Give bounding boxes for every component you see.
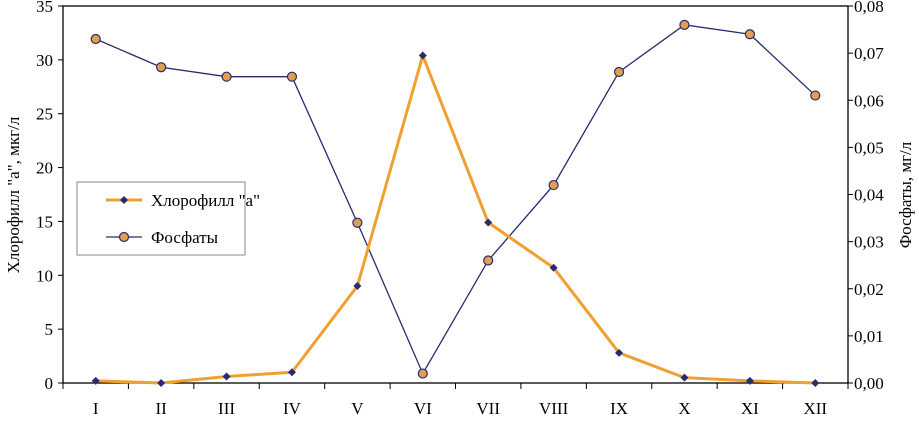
- data-point-0: [287, 368, 296, 377]
- x-tick-label: VI: [414, 399, 432, 418]
- data-point-0: [91, 376, 100, 385]
- y-right-axis-label: Фосфаты, мг/л: [896, 141, 915, 248]
- data-point-1: [744, 29, 755, 40]
- x-tick-label: II: [155, 399, 167, 418]
- right-tick-label: 0,07: [854, 44, 884, 63]
- data-point-0: [484, 218, 493, 227]
- y-left-axis-label: Хлорофилл "а", мкг/л: [4, 116, 23, 273]
- data-point-1: [810, 90, 821, 101]
- data-point-1: [483, 255, 494, 266]
- data-point-0: [745, 376, 754, 385]
- left-tick-label: 35: [36, 0, 53, 16]
- right-tick-label: 0,02: [854, 280, 884, 299]
- x-tick-label: VII: [476, 399, 500, 418]
- series-line-1: [95, 24, 816, 376]
- x-tick-label: V: [351, 399, 364, 418]
- data-point-1: [221, 71, 232, 82]
- left-tick-label: 20: [36, 159, 53, 178]
- right-tick-label: 0,05: [854, 138, 884, 157]
- x-tick-label: XII: [803, 399, 827, 418]
- left-tick-label: 25: [36, 105, 53, 124]
- x-tick-label: XI: [741, 399, 759, 418]
- x-tick-label: III: [218, 399, 235, 418]
- data-point-0: [418, 51, 427, 60]
- data-point-1: [548, 179, 559, 191]
- data-point-0: [811, 379, 820, 387]
- right-tick-label: 0,03: [854, 233, 884, 252]
- legend-marker: [120, 196, 128, 204]
- legend-label: Хлорофилл "а": [151, 191, 260, 210]
- x-tick-label: I: [93, 399, 99, 418]
- left-tick-label: 10: [36, 266, 53, 285]
- left-tick-label: 5: [45, 320, 54, 339]
- data-point-1: [352, 217, 363, 228]
- data-point-0: [615, 348, 624, 357]
- data-point-1: [679, 19, 690, 30]
- data-point-1: [417, 368, 428, 379]
- data-point-1: [286, 71, 298, 82]
- x-tick-label: IV: [283, 399, 302, 418]
- x-tick-label: X: [678, 399, 690, 418]
- legend-marker: [118, 231, 130, 243]
- x-tick-label: VIII: [539, 399, 569, 418]
- right-tick-label: 0,06: [854, 91, 884, 110]
- data-point-0: [222, 372, 231, 381]
- left-tick-label: 0: [45, 374, 54, 393]
- right-tick-label: 0,04: [854, 186, 884, 205]
- left-tick-label: 15: [36, 212, 53, 231]
- data-point-0: [157, 379, 166, 387]
- data-point-1: [156, 62, 167, 73]
- legend: Хлорофилл "а" Фосфаты: [76, 181, 260, 256]
- legend-label: Фосфаты: [151, 228, 219, 247]
- data-point-1: [90, 33, 101, 45]
- data-point-0: [353, 282, 362, 291]
- legend-box: [76, 181, 246, 256]
- data-point-0: [680, 373, 689, 382]
- left-tick-label: 30: [36, 51, 53, 70]
- data-point-1: [613, 66, 625, 78]
- right-tick-label: 0,08: [854, 0, 884, 16]
- right-tick-label: 0,00: [854, 374, 884, 393]
- right-tick-label: 0,01: [854, 327, 884, 346]
- x-tick-label: IX: [610, 399, 628, 418]
- series-line-0: [95, 50, 816, 385]
- data-point-0: [549, 263, 558, 272]
